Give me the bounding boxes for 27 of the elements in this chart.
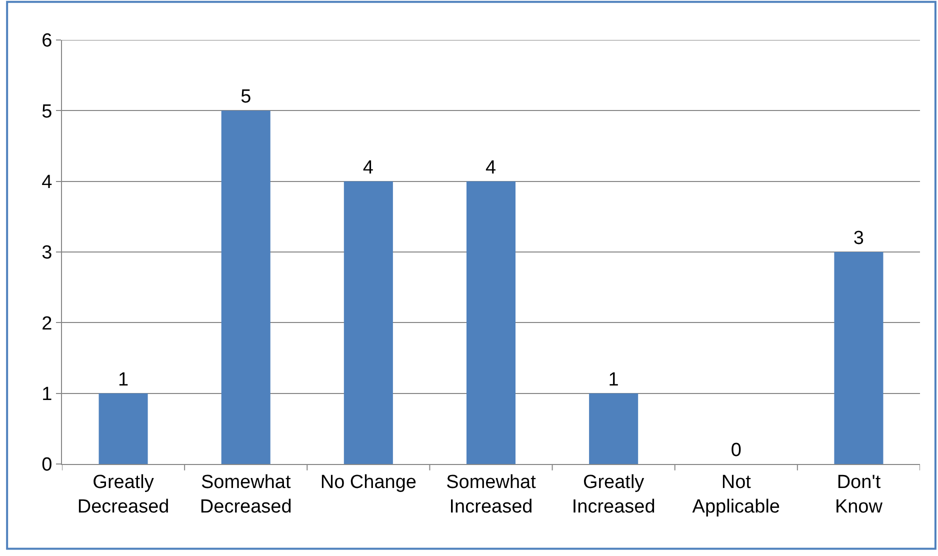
data-label: 4 xyxy=(362,157,374,178)
y-tick-label: 5 xyxy=(42,101,52,122)
bar xyxy=(466,181,516,464)
x-tick-label: No Change xyxy=(320,472,416,493)
data-label: 5 xyxy=(240,86,252,108)
bar xyxy=(589,393,638,464)
y-tick-label: 2 xyxy=(42,313,52,334)
y-tick-label: 1 xyxy=(42,384,52,405)
data-label: 4 xyxy=(486,157,496,178)
bar xyxy=(344,181,393,464)
x-tick-label: Greatly Increased xyxy=(572,472,656,518)
bar xyxy=(834,252,884,464)
y-tick-label: 4 xyxy=(42,172,53,193)
bar xyxy=(98,393,148,464)
data-label: 3 xyxy=(853,228,864,249)
data-label: 0 xyxy=(730,440,742,461)
x-tick-label: Somewhat Increased xyxy=(446,472,537,518)
y-tick-label: 6 xyxy=(42,30,52,52)
bar xyxy=(221,110,270,464)
x-tick-label: Not Applicable xyxy=(692,472,780,518)
y-tick-label: 0 xyxy=(42,454,52,476)
x-tick-label: Greatly Decreased xyxy=(77,472,170,518)
data-label: 1 xyxy=(608,369,619,390)
x-tick-label: Don't Know xyxy=(834,472,883,518)
x-tick-label: Somewhat Decreased xyxy=(200,472,292,518)
y-tick-label: 3 xyxy=(42,242,52,264)
data-label: 1 xyxy=(118,369,129,390)
